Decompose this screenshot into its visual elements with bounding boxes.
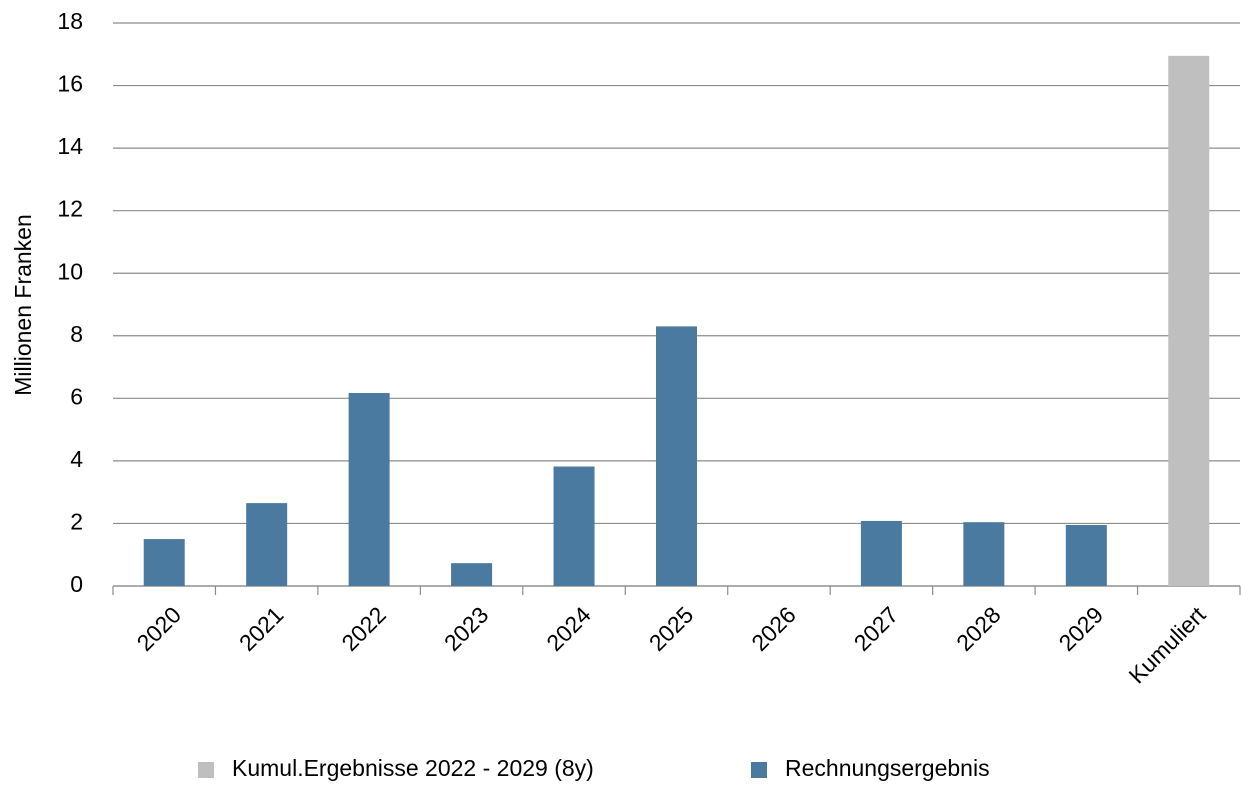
legend-swatch	[751, 762, 767, 778]
bar	[1168, 55, 1210, 586]
x-tick-label: 2027	[849, 601, 904, 656]
x-tick-label: 2025	[644, 601, 699, 656]
bar	[143, 539, 185, 586]
bar	[860, 520, 902, 586]
y-tick-label: 10	[57, 258, 83, 284]
x-tick-label: 2021	[234, 601, 289, 656]
bar	[1065, 525, 1107, 586]
x-tick-label: 2029	[1054, 601, 1109, 656]
y-tick-label: 16	[57, 71, 83, 97]
bar	[246, 503, 288, 586]
x-tick-label: 2022	[336, 601, 391, 656]
y-tick-label: 12	[57, 196, 83, 222]
y-tick-label: 4	[70, 446, 83, 472]
y-tick-label: 18	[57, 8, 83, 34]
x-tick-label: 2028	[951, 601, 1006, 656]
bar	[553, 466, 595, 586]
x-tick-label: 2026	[746, 601, 801, 656]
x-tick-label: 2024	[541, 601, 596, 656]
legend-label: Kumul.Ergebnisse 2022 - 2029 (8y)	[232, 755, 594, 781]
y-tick-label: 2	[70, 509, 83, 535]
x-tick-label: 2020	[131, 601, 186, 656]
bar	[656, 326, 697, 586]
y-tick-label: 6	[70, 383, 83, 409]
bar	[348, 393, 390, 586]
y-tick-label: 14	[57, 133, 83, 159]
legend-swatch	[198, 762, 214, 778]
x-tick-label: Kumuliert	[1124, 601, 1212, 689]
x-tick-label: 2023	[439, 601, 494, 656]
legend-label: Rechnungsergebnis	[785, 755, 990, 781]
y-tick-label: 8	[70, 321, 83, 347]
y-axis-title: Millionen Franken	[10, 214, 36, 396]
bar	[963, 522, 1005, 586]
bar	[451, 563, 493, 586]
y-tick-label: 0	[70, 571, 83, 597]
